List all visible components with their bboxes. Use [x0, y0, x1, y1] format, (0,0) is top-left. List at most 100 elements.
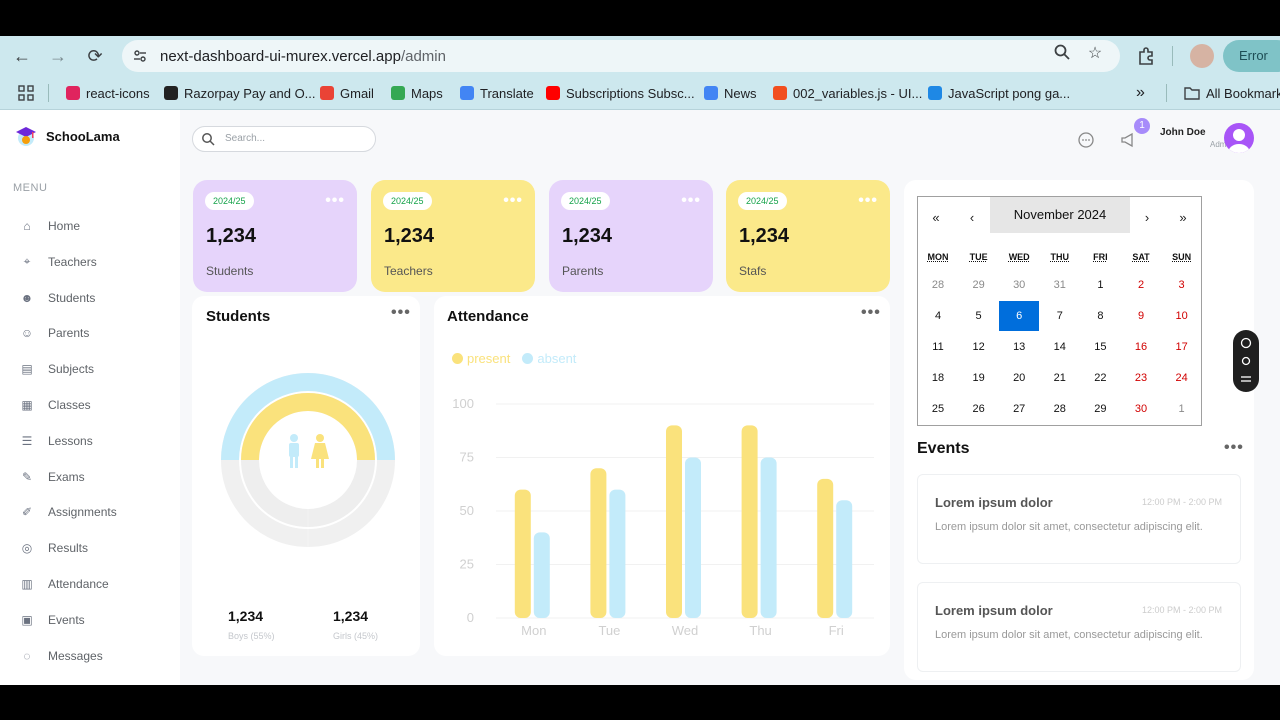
more-bookmarks-button[interactable]: » [1136, 84, 1145, 101]
bar-absent-fri[interactable] [836, 500, 853, 618]
sidebar-item-assignments[interactable]: ✐ Assignments [18, 501, 117, 523]
floating-tool-pill[interactable] [1233, 330, 1259, 392]
address-bar[interactable]: next-dashboard-ui-murex.vercel.app/admin [122, 40, 1120, 72]
calendar-day[interactable]: 22 [1094, 372, 1107, 384]
calendar-day[interactable]: 21 [1053, 372, 1066, 384]
bar-present-fri[interactable] [817, 478, 834, 618]
calendar-day[interactable]: 28 [931, 279, 945, 291]
next-year-button[interactable]: » [1179, 210, 1187, 225]
calendar-day[interactable]: 11 [932, 341, 944, 353]
calendar-day[interactable]: 28 [1053, 403, 1066, 415]
attendance-more-icon[interactable]: ••• [861, 304, 881, 321]
calendar-day[interactable]: 1 [1178, 403, 1185, 415]
message-icon[interactable] [1074, 128, 1098, 152]
site-settings-icon[interactable] [132, 48, 148, 64]
bookmark-item[interactable]: Subscriptions Subsc... [546, 85, 695, 101]
calendar-day[interactable]: 26 [972, 403, 985, 415]
event-card[interactable]: Lorem ipsum dolor 12:00 PM - 2:00 PM Lorem… [917, 582, 1241, 672]
calendar-day[interactable]: 27 [1013, 403, 1026, 415]
calendar-day[interactable]: 12 [972, 341, 985, 353]
extensions-icon[interactable] [1136, 46, 1156, 66]
bookmark-item[interactable]: Maps [391, 85, 443, 101]
calendar-day[interactable]: 7 [1056, 310, 1063, 322]
profile-avatar[interactable] [1190, 44, 1214, 68]
calendar-day[interactable]: 6 [999, 301, 1040, 331]
card-more-icon[interactable]: ••• [503, 192, 523, 209]
bookmark-item[interactable]: Gmail [320, 85, 374, 101]
announcement-icon[interactable] [1116, 128, 1140, 152]
calendar-day[interactable]: 24 [1175, 372, 1188, 384]
bar-absent-mon[interactable] [533, 532, 550, 618]
bookmark-item[interactable]: 002_variables.js - UI... [773, 85, 922, 101]
calendar-month-label[interactable]: November 2024 [990, 197, 1130, 233]
sidebar-item-attendance[interactable]: ▥ Attendance [18, 573, 108, 595]
bar-present-mon[interactable] [514, 489, 531, 618]
sidebar-item-home[interactable]: ⌂ Home [18, 215, 80, 237]
bar-absent-wed[interactable] [685, 457, 701, 619]
sidebar-item-teachers[interactable]: ⌖ Teachers [18, 251, 97, 273]
search-input[interactable]: Search... [192, 126, 376, 152]
event-card[interactable]: Lorem ipsum dolor 12:00 PM - 2:00 PM Lorem… [917, 474, 1241, 564]
profile-error-button[interactable]: Error [1223, 40, 1280, 72]
reload-icon[interactable]: ⟳ [87, 46, 103, 66]
bookmark-item[interactable]: Translate [460, 85, 534, 101]
sidebar-item-events[interactable]: ▣ Events [18, 609, 84, 631]
apps-grid-icon[interactable] [18, 85, 34, 101]
calendar-day[interactable]: 15 [1094, 341, 1107, 353]
calendar-day[interactable]: 5 [975, 310, 982, 322]
bookmark-item[interactable]: JavaScript pong ga... [928, 85, 1070, 101]
all-bookmarks-button[interactable]: All Bookmarks [1184, 85, 1280, 101]
calendar-day[interactable]: 13 [1013, 341, 1026, 353]
sidebar-item-classes[interactable]: ▦ Classes [18, 394, 90, 416]
events-more-icon[interactable]: ••• [1224, 439, 1244, 456]
back-icon[interactable]: ← [13, 46, 31, 66]
bookmark-item[interactable]: Razorpay Pay and O... [164, 85, 316, 101]
calendar-day[interactable]: 17 [1175, 341, 1188, 353]
bar-absent-thu[interactable] [760, 457, 777, 619]
calendar-day[interactable]: 18 [931, 372, 945, 384]
calendar-day[interactable]: 20 [1013, 372, 1026, 384]
calendar-day[interactable]: 3 [1178, 279, 1185, 291]
calendar-day[interactable]: 30 [1134, 403, 1148, 415]
sidebar-item-messages[interactable]: ◌ Messages [18, 645, 102, 667]
prev-month-button[interactable]: ‹ [969, 210, 975, 225]
calendar-day[interactable]: 31 [1053, 279, 1066, 291]
card-more-icon[interactable]: ••• [325, 192, 345, 209]
sidebar-item-results[interactable]: ◎ Results [18, 537, 88, 559]
next-month-button[interactable]: › [1144, 210, 1150, 225]
forward-icon[interactable]: → [49, 46, 67, 66]
sidebar-item-exams[interactable]: ✎ Exams [18, 466, 85, 488]
bar-absent-tue[interactable] [609, 489, 626, 618]
zoom-search-icon[interactable] [1052, 43, 1072, 63]
card-more-icon[interactable]: ••• [681, 192, 701, 209]
logo[interactable]: SchooLama [14, 124, 120, 148]
bookmark-item[interactable]: react-icons [66, 85, 150, 101]
sidebar-item-subjects[interactable]: ▤ Subjects [18, 358, 94, 380]
bar-present-wed[interactable] [666, 425, 682, 618]
bookmark-item[interactable]: News [704, 85, 757, 101]
calendar-day[interactable]: 29 [972, 279, 985, 291]
calendar-day[interactable]: 14 [1053, 341, 1066, 353]
calendar-day[interactable]: 8 [1097, 310, 1104, 322]
sidebar-item-parents[interactable]: ☺ Parents [18, 322, 90, 344]
calendar-day[interactable]: 30 [1013, 279, 1026, 291]
sidebar-item-lessons[interactable]: ☰ Lessons [18, 430, 93, 452]
calendar-day[interactable]: 2 [1137, 279, 1145, 291]
calendar-day[interactable]: 16 [1134, 341, 1148, 353]
calendar-day[interactable]: 10 [1175, 310, 1188, 322]
card-more-icon[interactable]: ••• [858, 192, 878, 209]
avatar[interactable] [1224, 123, 1254, 153]
calendar-day[interactable]: 9 [1137, 310, 1145, 322]
bar-present-thu[interactable] [741, 425, 758, 618]
bookmark-star-icon[interactable]: ☆ [1087, 45, 1103, 62]
calendar-day[interactable]: 29 [1094, 403, 1107, 415]
calendar-day[interactable]: 19 [972, 372, 985, 384]
sidebar-item-students[interactable]: ☻ Students [18, 287, 96, 309]
calendar-day[interactable]: 1 [1097, 279, 1104, 291]
calendar-day[interactable]: 4 [934, 310, 942, 322]
students-more-icon[interactable]: ••• [391, 304, 411, 321]
calendar-day[interactable]: 23 [1134, 372, 1148, 384]
prev-year-button[interactable]: « [932, 210, 940, 225]
calendar-day[interactable]: 25 [931, 403, 945, 415]
bar-present-tue[interactable] [590, 468, 607, 618]
